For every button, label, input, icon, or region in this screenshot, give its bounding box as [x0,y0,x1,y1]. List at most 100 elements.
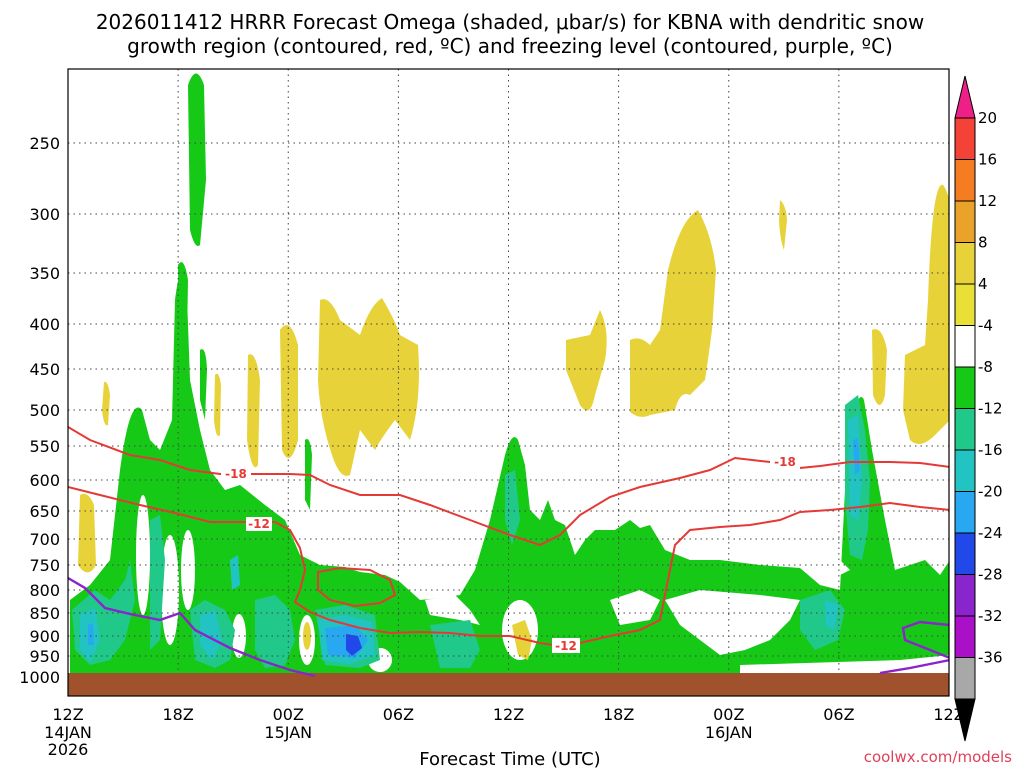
omega-blue-regions [88,438,860,658]
x-tick-date: 15JAN [264,723,312,742]
contour-label-minus18: -18 [225,467,247,481]
colorbar-cap-bottom [954,698,976,742]
y-tick-label: 650 [29,502,60,521]
dgz-contour-minus18 [68,426,949,547]
colorbar-label: -32 [978,607,1003,625]
colorbar-label: -12 [978,400,1003,418]
x-tick-label: 00Z [713,705,744,724]
y-tick-label: 550 [29,437,60,456]
ground-surface [68,673,949,696]
x-axis-label: Forecast Time (UTC) [419,749,600,768]
colorbar-label: 20 [978,109,997,127]
contour-label-minus12: -12 [248,517,270,531]
colorbar-label: -28 [978,566,1003,584]
y-tick-label: 250 [29,134,60,153]
omega-region-yellow [903,184,949,444]
omega-region-yellow [280,325,298,458]
freezing-level-line [68,576,316,678]
omega-region-yellow [872,329,887,405]
contour-labels: -18 -12 -12 -18 [221,454,800,653]
y-tick-label: 600 [29,471,60,490]
freezing-level-contours [68,576,949,678]
colorbar-swatch [954,366,976,409]
colorbar-label: -16 [978,441,1003,459]
y-axis-ticks: 250 300 350 400 450 500 550 600 650 700 750 800 850 9… [19,134,60,687]
omega-region-yellow [779,200,787,250]
y-tick-label: 350 [29,264,60,283]
omega-region-green [200,349,207,420]
x-tick-label: 12Z [493,705,524,724]
x-tick-label: 12Z [933,705,964,724]
omega-region-yellow [102,381,110,426]
freezing-level-line-right-low [879,658,949,675]
chart-title-line2: growth region (contoured, red, ºC) and f… [127,34,893,58]
colorbar-swatch [954,283,976,326]
colorbar-label: 16 [978,151,997,169]
x-tick-label: 18Z [162,705,193,724]
x-tick-label: 00Z [273,705,304,724]
plot-border [67,68,950,697]
colorbar-label: 4 [978,275,988,293]
freezing-level-line-right [901,620,949,659]
dgz-contour-closed [317,566,397,608]
colorbar-label: -36 [978,649,1003,667]
y-tick-label: 450 [29,360,60,379]
colorbar-label: -8 [978,358,993,376]
y-tick-label: 950 [29,647,60,666]
x-tick-year: 2026 [48,740,89,759]
colorbar-swatch [954,532,976,575]
colorbar-label: -24 [978,524,1003,542]
credit-text: coolwx.com/models [864,748,1012,766]
colorbar-swatch [954,491,976,534]
omega-region-green [178,262,188,420]
contour-label-minus18: -18 [774,455,796,469]
colorbar-swatch [954,449,976,492]
colorbar-swatch [954,615,976,658]
y-tick-label: 800 [29,581,60,600]
omega-region-green [188,73,206,246]
colorbar: 20 16 12 8 4 -4 -8 -12 -16 -20 -24 -28 -32 -36 [954,75,1003,742]
x-tick-label: 18Z [603,705,634,724]
dgz-contours [68,426,949,648]
colorbar-swatch [954,574,976,617]
colorbar-cap-top [954,75,976,119]
colorbar-swatch [954,408,976,451]
omega-region-yellow [247,354,260,468]
colorbar-swatch [954,242,976,285]
contour-label-minus12: -12 [555,639,577,653]
x-tick-label: 06Z [823,705,854,724]
omega-region-yellow [318,298,419,476]
y-tick-label: 1000 [19,668,60,687]
colorbar-label: -4 [978,317,993,335]
chart-title-line1: 2026011412 HRRR Forecast Omega (shaded, … [96,10,924,34]
chart-grid [68,69,949,696]
omega-region-yellow [78,493,96,573]
colorbar-swatch [954,200,976,243]
colorbar-swatch [954,325,976,368]
y-tick-label: 300 [29,205,60,224]
colorbar-swatch [954,117,976,160]
colorbar-swatch [954,159,976,202]
omega-positive-regions [78,184,949,573]
y-tick-label: 700 [29,530,60,549]
y-tick-label: 850 [29,604,60,623]
omega-region-yellow [214,373,221,436]
y-tick-label: 750 [29,556,60,575]
omega-positive-lowlevel [303,620,532,660]
colorbar-swatch [954,657,976,700]
x-tick-label: 12Z [52,705,83,724]
colorbar-label: 8 [978,234,988,252]
colorbar-label: -20 [978,483,1003,501]
dgz-contour-minus12 [68,486,949,648]
colorbar-label: 12 [978,192,997,210]
omega-region-yellow [566,310,607,411]
plot-area: -18 -12 -12 -18 [68,69,949,696]
x-tick-date: 16JAN [705,723,753,742]
y-tick-label: 400 [29,315,60,334]
y-tick-label: 900 [29,627,60,646]
omega-region-yellow [630,210,716,417]
x-tick-date: 14JAN [44,723,92,742]
x-tick-label: 06Z [383,705,414,724]
